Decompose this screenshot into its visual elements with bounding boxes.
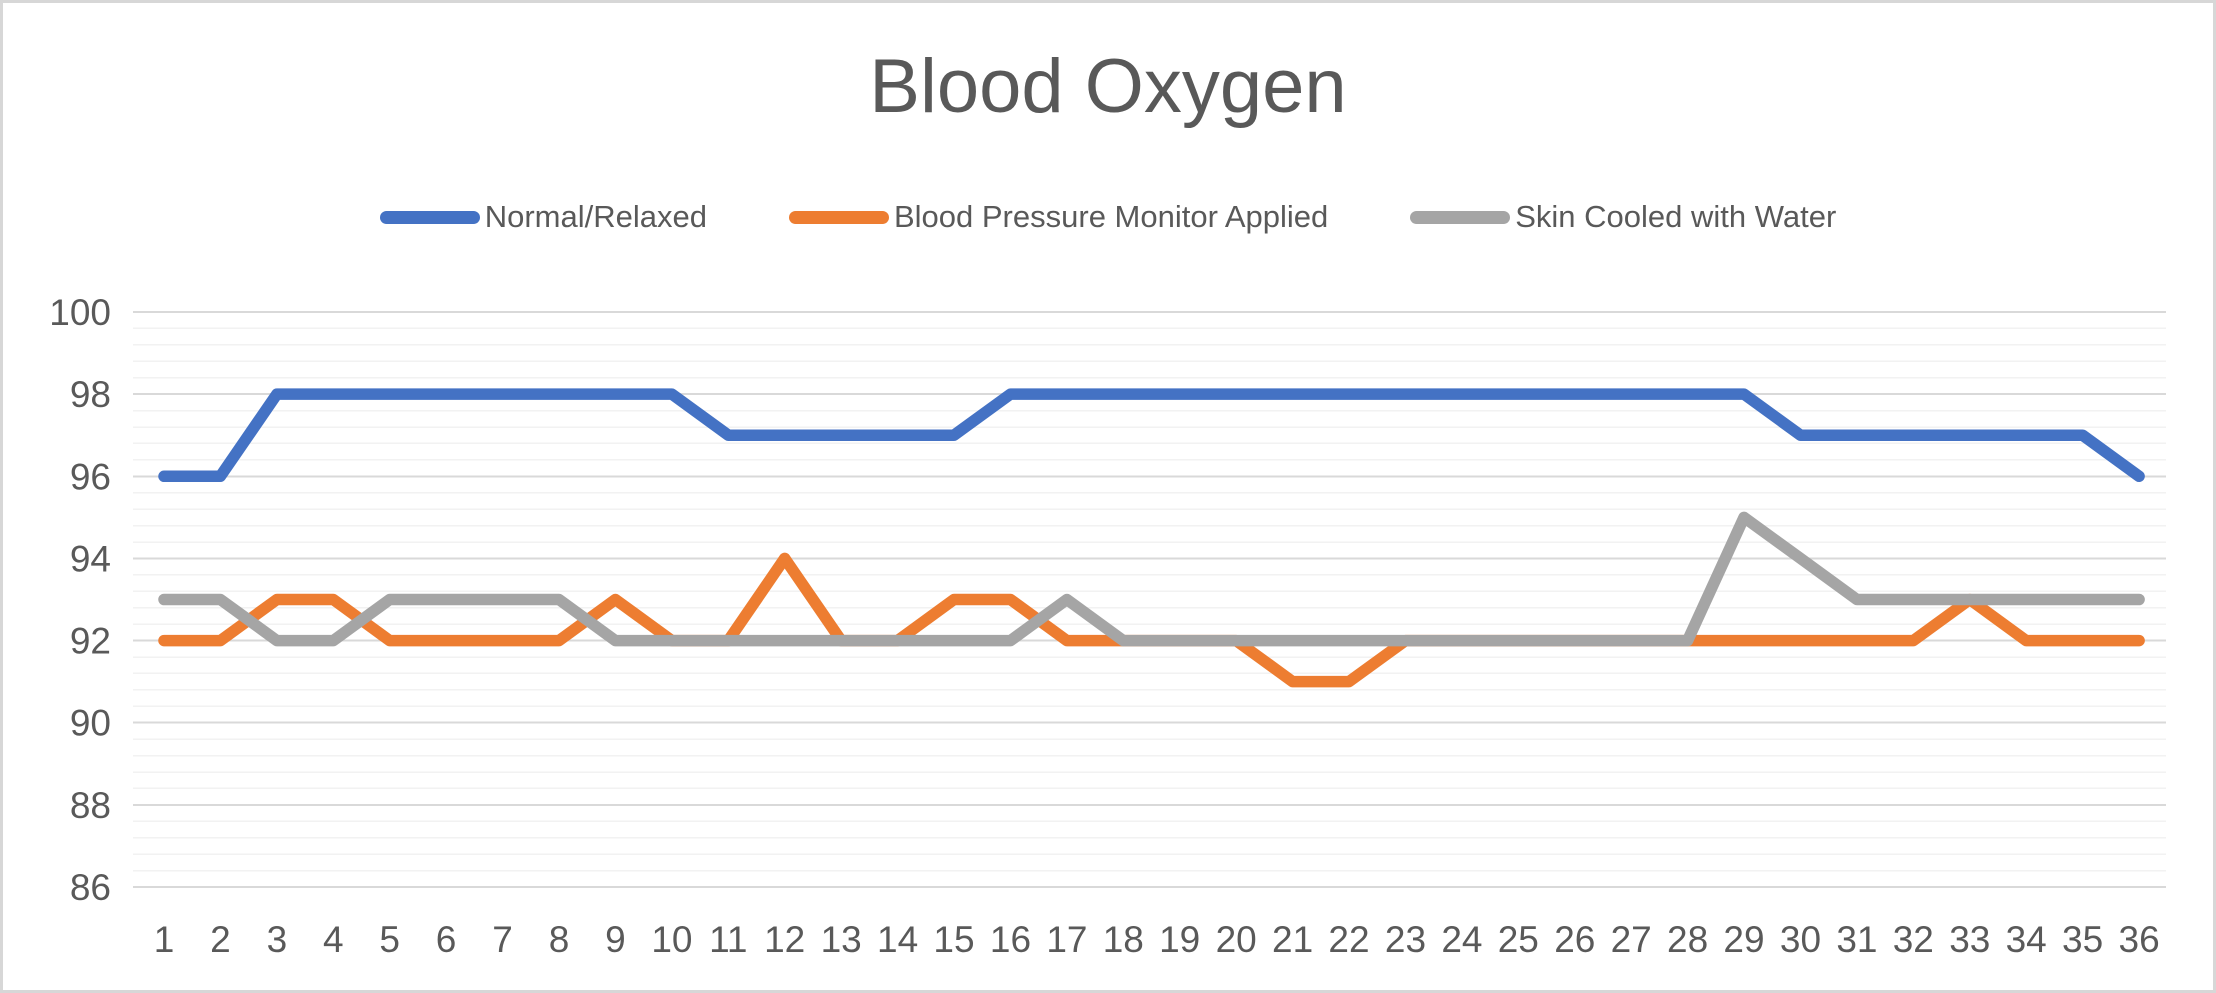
x-tick-label: 23 xyxy=(1385,919,1426,960)
y-tick-label: 94 xyxy=(70,538,111,579)
series-line-skin-cooled-with-water xyxy=(158,511,2145,647)
x-tick-label: 8 xyxy=(549,919,570,960)
x-tick-label: 29 xyxy=(1723,919,1764,960)
series-line-normal-relaxed xyxy=(158,388,2145,483)
x-tick-label: 32 xyxy=(1893,919,1934,960)
x-tick-label: 28 xyxy=(1667,919,1708,960)
x-tick-label: 13 xyxy=(821,919,862,960)
chart-title: Blood Oxygen xyxy=(869,44,1347,129)
y-tick-label: 100 xyxy=(49,292,111,333)
x-tick-label: 14 xyxy=(877,919,918,960)
legend-label: Skin Cooled with Water xyxy=(1515,199,1837,234)
y-axis-labels: 100 98 96 94 92 90 88 86 xyxy=(49,292,111,908)
x-tick-label: 12 xyxy=(764,919,805,960)
x-tick-label: 27 xyxy=(1611,919,1652,960)
legend-item-skin-cooled-with-water: Skin Cooled with Water xyxy=(1410,199,1836,235)
x-tick-label: 30 xyxy=(1780,919,1821,960)
x-tick-label: 11 xyxy=(709,919,747,960)
chart-legend: Normal/Relaxed Blood Pressure Monitor App… xyxy=(3,199,2213,235)
y-tick-label: 92 xyxy=(70,621,111,662)
x-tick-label: 17 xyxy=(1046,919,1087,960)
legend-swatch-icon xyxy=(379,210,480,224)
x-tick-label: 15 xyxy=(933,919,974,960)
x-tick-label: 34 xyxy=(2006,919,2047,960)
x-tick-label: 33 xyxy=(1949,919,1990,960)
x-tick-label: 21 xyxy=(1272,919,1313,960)
y-tick-label: 98 xyxy=(70,374,111,415)
x-tick-label: 10 xyxy=(651,919,692,960)
legend-swatch-icon xyxy=(788,210,889,224)
x-tick-label: 22 xyxy=(1328,919,1369,960)
x-tick-label: 35 xyxy=(2062,919,2103,960)
legend-swatch-icon xyxy=(1410,210,1511,224)
y-tick-label: 86 xyxy=(70,867,111,908)
x-tick-label: 2 xyxy=(210,919,231,960)
x-tick-label: 31 xyxy=(1836,919,1877,960)
x-tick-label: 36 xyxy=(2119,919,2160,960)
y-tick-label: 90 xyxy=(70,703,111,744)
y-tick-label: 88 xyxy=(70,785,111,826)
x-tick-label: 9 xyxy=(605,919,626,960)
x-tick-label: 6 xyxy=(436,919,457,960)
y-tick-label: 96 xyxy=(70,456,111,497)
x-tick-label: 19 xyxy=(1159,919,1200,960)
x-tick-label: 7 xyxy=(492,919,513,960)
x-tick-label: 4 xyxy=(323,919,344,960)
x-tick-label: 16 xyxy=(990,919,1031,960)
x-tick-label: 18 xyxy=(1103,919,1144,960)
x-axis-labels: 1 2 3 4 5 6 7 8 9 10 11 12 13 14 15 16 17 18 19 20 21 22 23 24 2… xyxy=(154,919,2160,960)
legend-item-blood-pressure-monitor-applied: Blood Pressure Monitor Applied xyxy=(788,199,1329,235)
legend-label: Blood Pressure Monitor Applied xyxy=(893,199,1329,234)
x-tick-label: 25 xyxy=(1498,919,1539,960)
gridlines xyxy=(133,311,2166,888)
x-tick-label: 20 xyxy=(1216,919,1257,960)
x-tick-label: 26 xyxy=(1554,919,1595,960)
x-tick-label: 1 xyxy=(154,919,175,960)
legend-label: Normal/Relaxed xyxy=(484,199,707,234)
series-line-blood-pressure-monitor-applied xyxy=(158,552,2145,688)
x-tick-label: 3 xyxy=(267,919,288,960)
legend-item-normal-relaxed: Normal/Relaxed xyxy=(379,199,707,235)
x-tick-label: 5 xyxy=(379,919,400,960)
x-tick-label: 24 xyxy=(1441,919,1482,960)
